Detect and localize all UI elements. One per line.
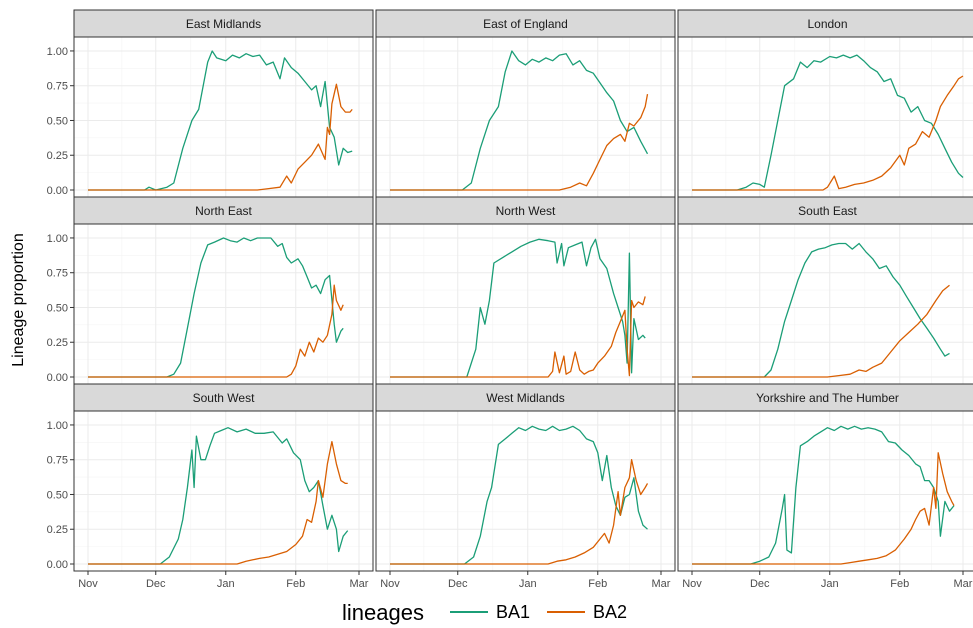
y-tick-label: 0.75 — [47, 268, 68, 280]
facets: East Midlands 0.00 0.25 0.50 0.75 1.00 East of… — [47, 9, 973, 590]
panel-border — [677, 410, 973, 572]
x-tick-label: Feb — [890, 578, 909, 590]
facet-south-west: South West 0.00 0.25 0.50 0.75 1.00 Nov Dec Jan F… — [47, 383, 374, 590]
facet-london: London — [677, 9, 973, 198]
facet-strip — [677, 196, 973, 225]
series-line-ba2 — [88, 440, 348, 565]
panel-background — [678, 411, 973, 571]
y-tick-label: 1.00 — [47, 233, 68, 245]
y-tick-label: 1.00 — [47, 420, 68, 432]
series-line-ba1 — [88, 237, 344, 378]
panel-border — [73, 410, 374, 572]
facet-strip — [73, 9, 374, 38]
series-line-ba1 — [390, 425, 648, 565]
y-axis-label: Lineage proportion — [10, 233, 27, 366]
x-tick-label: Dec — [750, 578, 770, 590]
x-tick-label: Jan — [217, 578, 235, 590]
series-line-ba2 — [390, 459, 649, 565]
series-line-ba2 — [88, 83, 353, 191]
y-tick-label: 0.75 — [47, 81, 68, 93]
facet-strip — [375, 383, 676, 412]
series-line-ba1 — [692, 54, 964, 191]
y-tick-label: 0.50 — [47, 115, 68, 127]
x-tick-label: Feb — [286, 578, 305, 590]
panel-background — [376, 411, 675, 571]
y-tick-label: 0.75 — [47, 455, 68, 467]
x-tick-label: Nov — [682, 578, 702, 590]
series-line-ba2 — [692, 452, 955, 565]
legend-title: lineages — [342, 600, 424, 625]
facet-title: North West — [496, 204, 556, 218]
panel-background — [376, 224, 675, 384]
facet-strip — [73, 196, 374, 225]
y-tick-label: 0.25 — [47, 150, 68, 162]
facet-title: North East — [195, 204, 252, 218]
facet-strip — [677, 383, 973, 412]
series-line-ba1 — [88, 427, 349, 565]
y-tick-label: 0.50 — [47, 302, 68, 314]
series-line-ba2 — [692, 284, 950, 378]
x-tick-label: Mar — [652, 578, 671, 590]
facet-north-west: North West — [375, 196, 676, 385]
x-tick-label: Feb — [588, 578, 607, 590]
y-tick-label: 0.00 — [47, 372, 68, 384]
x-tick-label: Mar — [954, 578, 973, 590]
y-tick-label: 0.50 — [47, 489, 68, 501]
legend: lineages BA1 BA2 — [342, 600, 627, 625]
facet-title: South East — [798, 204, 857, 218]
y-tick-label: 0.25 — [47, 524, 68, 536]
facet-east-midlands: East Midlands 0.00 0.25 0.50 0.75 1.00 — [47, 9, 374, 198]
panel-background — [74, 224, 373, 384]
facet-west-midlands: West Midlands Nov Dec Jan Feb Mar — [375, 383, 676, 590]
facet-title: London — [807, 17, 847, 31]
facet-title: East of England — [483, 17, 568, 31]
x-tick-label: Mar — [350, 578, 369, 590]
facet-title: East Midlands — [186, 17, 261, 31]
x-tick-label: Dec — [146, 578, 166, 590]
panel-background — [678, 37, 973, 197]
series-line-ba2 — [390, 93, 649, 191]
facet-east-of-england: East of England — [375, 9, 676, 198]
panel-background — [74, 37, 373, 197]
x-tick-label: Nov — [380, 578, 400, 590]
facet-title: West Midlands — [486, 391, 564, 405]
panel-background — [376, 37, 675, 197]
y-tick-label: 0.00 — [47, 559, 68, 571]
legend-label-ba1: BA1 — [496, 602, 530, 622]
panel-background — [678, 224, 973, 384]
facet-yorkshire-and-the-humber: Yorkshire and The Humber Nov Dec Jan Feb Mar — [677, 383, 973, 590]
facet-title: South West — [193, 391, 255, 405]
x-tick-label: Dec — [448, 578, 468, 590]
series-line-ba1 — [692, 425, 955, 565]
facet-strip — [73, 383, 374, 412]
panel-background — [74, 411, 373, 571]
x-tick-label: Jan — [821, 578, 839, 590]
y-tick-label: 0.25 — [47, 337, 68, 349]
series-line-ba1 — [390, 50, 649, 191]
x-tick-label: Jan — [519, 578, 537, 590]
facet-north-east: North East 0.00 0.25 0.50 0.75 1.00 — [47, 196, 374, 385]
series-line-ba1 — [88, 50, 353, 191]
y-tick-label: 0.00 — [47, 185, 68, 197]
legend-label-ba2: BA2 — [593, 602, 627, 622]
x-tick-label: Nov — [78, 578, 98, 590]
series-line-ba2 — [88, 284, 344, 378]
series-line-ba2 — [692, 75, 964, 191]
series-line-ba1 — [390, 238, 646, 378]
facet-south-east: South East — [677, 196, 973, 385]
series-line-ba1 — [692, 242, 950, 378]
facet-title: Yorkshire and The Humber — [756, 391, 899, 405]
panel-border — [375, 410, 676, 572]
series-line-ba2 — [390, 296, 646, 378]
y-tick-label: 1.00 — [47, 46, 68, 58]
